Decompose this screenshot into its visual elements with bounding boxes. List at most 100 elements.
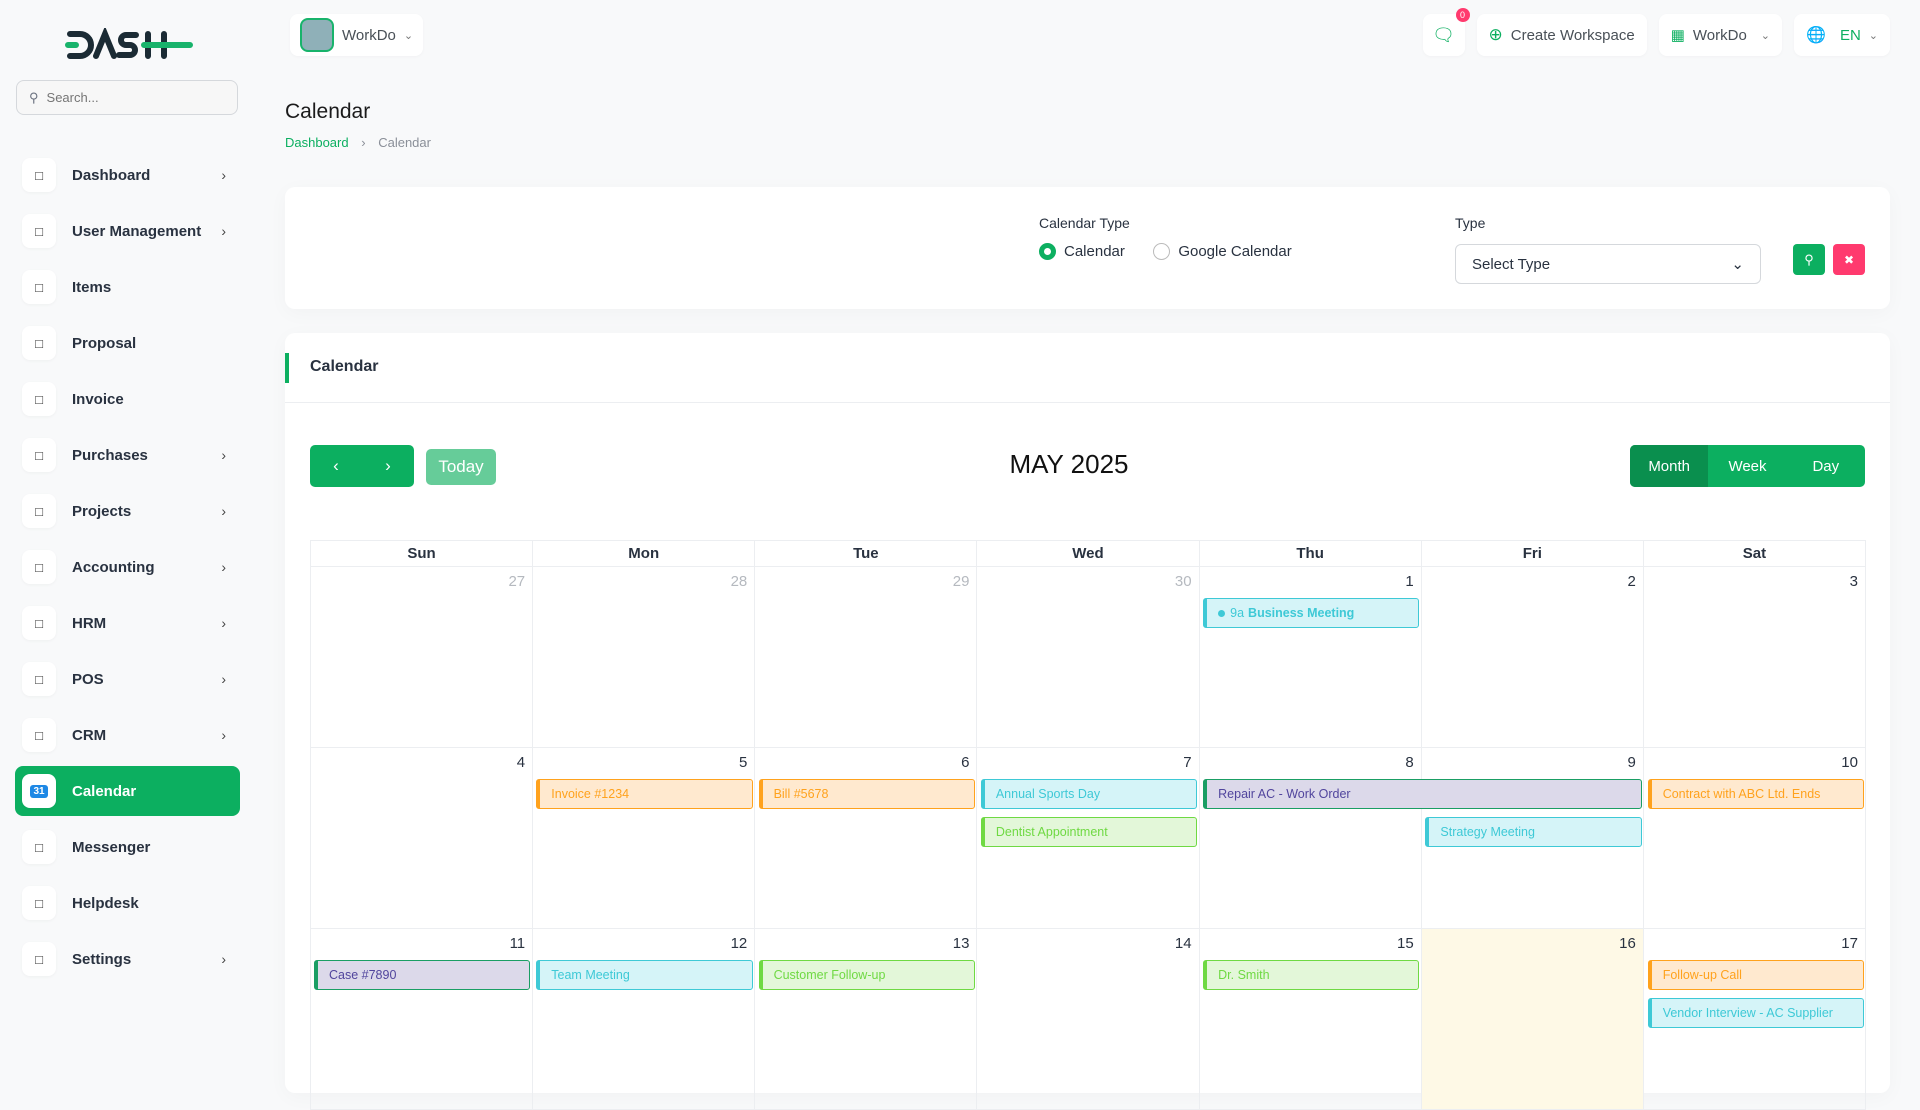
radio-calendar[interactable]: Calendar xyxy=(1039,243,1125,260)
calendar-event[interactable]: Bill #5678 xyxy=(758,779,975,809)
sidebar-item-label: User Management xyxy=(72,222,202,240)
day-cell[interactable]: 6 xyxy=(754,748,976,928)
radio-google-calendar[interactable]: Google Calendar xyxy=(1153,243,1292,260)
apps-icon: ▦ xyxy=(1670,27,1685,44)
calendar-event[interactable]: Invoice #1234 xyxy=(536,779,753,809)
day-cell[interactable]: 14 xyxy=(976,929,1198,1109)
sidebar-item-pos[interactable]: □ POS › xyxy=(15,654,240,704)
calendar-event[interactable]: Dentist Appointment xyxy=(980,817,1198,847)
sidebar-item-dashboard[interactable]: □ Dashboard › xyxy=(15,150,240,200)
day-cell[interactable]: 1 xyxy=(1198,567,1421,747)
sidebar-item-messenger[interactable]: □ Messenger xyxy=(15,822,240,872)
type-select[interactable]: Select Type ⌄ xyxy=(1455,244,1761,284)
messages-button[interactable]: 🗨 0 xyxy=(1422,8,1470,56)
day-number: 14 xyxy=(1174,935,1192,952)
day-cell[interactable]: 8 xyxy=(1198,748,1421,928)
day-cell[interactable]: 2 xyxy=(1420,567,1643,747)
plus-circle-icon: ⊕ xyxy=(1488,25,1503,44)
weekday-tue: Tue xyxy=(754,541,976,566)
calendar-event[interactable]: Case #7890 xyxy=(314,960,531,990)
day-cell[interactable]: 28 xyxy=(532,567,754,747)
sidebar-item-calendar[interactable]: 31 Calendar xyxy=(15,766,240,816)
chevron-right-icon: › xyxy=(221,167,226,183)
company-switcher[interactable]: ▦ WorkDo ⌄ xyxy=(1658,14,1783,56)
weekday-thu: Thu xyxy=(1198,541,1421,566)
sidebar-item-label: Messenger xyxy=(72,838,151,856)
day-cell[interactable]: 4 xyxy=(311,748,532,928)
search-box[interactable]: ⚲ xyxy=(16,80,238,115)
day-cell[interactable]: 11 xyxy=(311,929,532,1109)
type-select-value: Select Type xyxy=(1472,255,1551,273)
reset-button[interactable]: ✖ xyxy=(1833,244,1865,275)
day-cell[interactable]: 9 xyxy=(1420,748,1643,928)
cart-icon: □ xyxy=(22,270,56,304)
sidebar-item-label: POS xyxy=(72,670,104,688)
sidebar-item-accounting[interactable]: □ Accounting › xyxy=(15,542,240,592)
language-switcher[interactable]: 🌐 EN ⌄ xyxy=(1794,14,1890,56)
day-cell[interactable]: 12 xyxy=(532,929,754,1109)
radio-label: Google Calendar xyxy=(1178,243,1292,260)
next-month-button[interactable]: › xyxy=(385,456,391,475)
sidebar-item-label: CRM xyxy=(72,726,107,744)
weekday-sun: Sun xyxy=(407,545,436,562)
filter-card xyxy=(285,187,1890,309)
calendar-event[interactable]: Repair AC - Work Order xyxy=(1203,779,1642,809)
sidebar-item-label: Calendar xyxy=(72,782,137,800)
prev-month-button[interactable]: ‹ xyxy=(333,456,339,475)
event-title: Business Meeting xyxy=(1248,606,1355,620)
search-button[interactable]: ⚲ xyxy=(1793,244,1825,275)
users-icon: □ xyxy=(22,214,56,248)
search-input[interactable] xyxy=(46,90,217,105)
view-week-button[interactable]: Week xyxy=(1728,457,1767,475)
day-number: 15 xyxy=(1397,935,1414,952)
sidebar-item-label: Helpdesk xyxy=(72,894,139,912)
sidebar-item-purchases[interactable]: □ Purchases › xyxy=(15,430,240,480)
day-number: 8 xyxy=(1405,754,1414,771)
sidebar-item-settings[interactable]: □ Settings › xyxy=(15,934,240,984)
calendar-event[interactable]: 9a Business Meeting xyxy=(1203,598,1420,628)
calendar-icon: 31 xyxy=(22,774,56,808)
language-label: EN xyxy=(1839,26,1861,44)
workspace-switcher[interactable]: WorkDo ⌄ xyxy=(290,14,424,56)
calendar-event[interactable]: Vendor Interview - AC Supplier xyxy=(1647,998,1864,1028)
sidebar-item-proposal[interactable]: □ Proposal xyxy=(15,318,240,368)
day-cell[interactable]: 3 xyxy=(1642,567,1865,747)
calendar-event[interactable]: Contract with ABC Ltd. Ends xyxy=(1647,779,1864,809)
sidebar-item-user-management[interactable]: □ User Management › xyxy=(15,206,240,256)
sidebar-item-invoice[interactable]: □ Invoice xyxy=(15,374,240,424)
view-day-button[interactable]: Day xyxy=(1812,457,1840,475)
day-cell[interactable]: 27 xyxy=(311,567,532,747)
day-cell[interactable]: 16 xyxy=(1420,929,1643,1109)
chat-icon: 🗨 xyxy=(1432,24,1455,45)
calendar-event[interactable]: Strategy Meeting xyxy=(1425,817,1642,847)
day-cell[interactable]: 13 xyxy=(754,929,976,1109)
breadcrumb-dashboard[interactable]: Dashboard xyxy=(285,135,349,150)
sidebar-item-label: Accounting xyxy=(72,558,155,576)
day-cell[interactable]: 29 xyxy=(754,567,976,747)
day-cell[interactable]: 10 xyxy=(1642,748,1865,928)
day-cell[interactable]: 15 xyxy=(1198,929,1421,1109)
calendar-event[interactable]: Follow-up Call xyxy=(1647,960,1864,990)
chevron-right-icon: › xyxy=(221,727,226,743)
sidebar-item-helpdesk[interactable]: □ Helpdesk xyxy=(15,878,240,928)
calendar-event[interactable]: Dr. Smith xyxy=(1203,960,1420,990)
day-cell[interactable]: 5 xyxy=(532,748,754,928)
chevron-right-icon: › xyxy=(221,951,226,967)
sidebar-item-hrm[interactable]: □ HRM › xyxy=(15,598,240,648)
search-icon: ⚲ xyxy=(1804,251,1814,267)
create-workspace-button[interactable]: ⊕ Create Workspace xyxy=(1476,14,1647,56)
calendar-event[interactable]: Team Meeting xyxy=(536,960,753,990)
calendar-event[interactable]: Customer Follow-up xyxy=(758,960,975,990)
calendar-event[interactable]: Annual Sports Day xyxy=(980,779,1198,809)
view-month-button[interactable]: Month xyxy=(1630,445,1709,487)
sidebar-item-items[interactable]: □ Items xyxy=(15,262,240,312)
day-cell[interactable]: 17 xyxy=(1642,929,1865,1109)
day-cell[interactable]: 30 xyxy=(976,567,1198,747)
sidebar-item-crm[interactable]: □ CRM › xyxy=(15,710,240,760)
sidebar-item-projects[interactable]: □ Projects › xyxy=(15,486,240,536)
day-number: 3 xyxy=(1849,573,1858,590)
hrm-icon: □ xyxy=(22,606,56,640)
event-time: 9a xyxy=(1230,606,1245,620)
today-button[interactable]: Today xyxy=(426,449,496,485)
day-cell[interactable]: 7 xyxy=(976,748,1198,928)
